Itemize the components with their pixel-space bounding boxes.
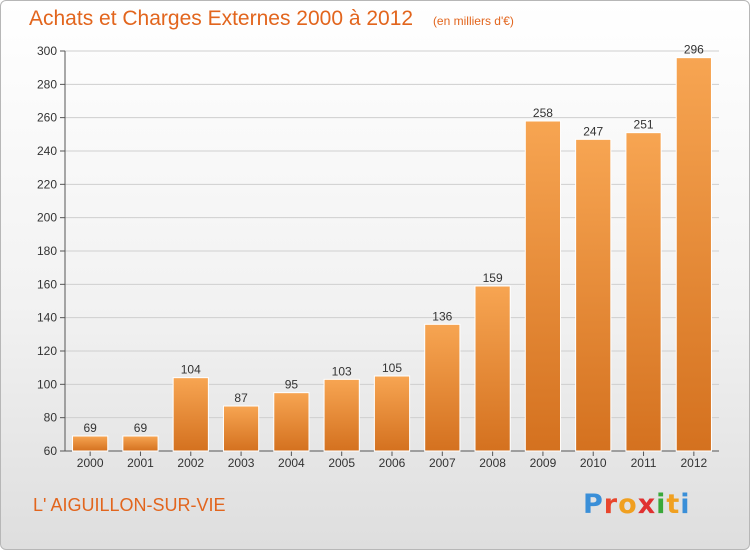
y-tick-label: 160: [37, 277, 57, 291]
x-tick-label-2010: 2010: [580, 456, 607, 470]
logo-letter: t: [666, 489, 681, 520]
y-tick-label: 100: [37, 377, 57, 391]
value-label-2002: 104: [181, 363, 201, 377]
commune-name: L' AIGUILLON-SUR-VIE: [33, 495, 226, 515]
chart-unit-note: (en milliers d'€): [432, 14, 514, 28]
logo-letter: i: [656, 489, 667, 520]
x-tick-label-2009: 2009: [530, 456, 557, 470]
y-tick-label: 80: [44, 411, 58, 425]
x-tick-label-2008: 2008: [479, 456, 506, 470]
value-label-2000: 69: [83, 421, 97, 435]
bar-2005: [323, 378, 360, 452]
x-tick-label-2012: 2012: [680, 456, 707, 470]
value-label-2007: 136: [432, 309, 452, 323]
x-tick-label-2006: 2006: [379, 456, 406, 470]
value-label-2009: 258: [533, 106, 553, 120]
bar-2008: [474, 285, 511, 452]
bar-2009: [524, 120, 562, 452]
x-tick-label-2003: 2003: [228, 456, 255, 470]
logo-letter: o: [618, 489, 638, 520]
chart-title-text: Achats et Charges Externes 2000 à 2012: [29, 7, 414, 30]
x-tick-label-2011: 2011: [631, 456, 657, 470]
x-tick-label-2004: 2004: [278, 456, 305, 470]
y-tick-label: 60: [44, 444, 58, 458]
bar-2001: [122, 435, 159, 452]
bar-2000: [72, 435, 109, 452]
value-label-2006: 105: [382, 361, 402, 375]
bar-2002: [172, 377, 209, 452]
value-label-2005: 103: [332, 364, 352, 378]
bar-2006: [373, 375, 411, 452]
value-label-2010: 247: [583, 124, 603, 138]
bar-2010: [575, 138, 612, 452]
y-tick-label: 220: [37, 177, 57, 191]
chart-title: Achats et Charges Externes 2000 à 2012 (…: [29, 7, 514, 31]
value-label-2004: 95: [285, 378, 299, 392]
y-tick-label: 260: [37, 111, 57, 125]
y-tick-label: 180: [37, 244, 57, 258]
x-tick-label-2005: 2005: [328, 456, 355, 470]
bar-2012: [675, 57, 712, 452]
y-tick-label: 140: [37, 311, 57, 325]
value-label-2011: 251: [634, 118, 654, 132]
value-label-2008: 159: [483, 271, 503, 285]
y-tick-label: 200: [37, 211, 57, 225]
x-tick-label-2000: 2000: [77, 456, 104, 470]
bar-2004: [273, 392, 310, 452]
labels: 60 80 100 120 140 160 180 200 220 240 260 280 300 69 2…: [37, 43, 708, 470]
y-tick-label: 280: [37, 77, 57, 91]
value-label-2003: 87: [234, 391, 248, 405]
value-label-2012: 296: [684, 43, 704, 57]
x-tick-label-2001: 2001: [127, 456, 154, 470]
x-tick-label-2007: 2007: [429, 456, 456, 470]
x-tick-label-2002: 2002: [177, 456, 204, 470]
bar-2007: [424, 323, 461, 452]
bar-2011: [625, 132, 662, 452]
logo-letter: P: [583, 489, 604, 520]
proxiti-logo: Proxiti: [583, 489, 691, 520]
value-label-2001: 69: [134, 421, 148, 435]
y-tick-label: 120: [37, 344, 57, 358]
logo-letter: x: [637, 489, 657, 520]
y-tick-label: 240: [37, 144, 57, 158]
logo-letter: i: [680, 489, 691, 520]
logo-letter: r: [603, 489, 619, 520]
bars: [72, 57, 712, 452]
bar-2003: [222, 405, 260, 452]
y-tick-label: 300: [37, 44, 57, 58]
